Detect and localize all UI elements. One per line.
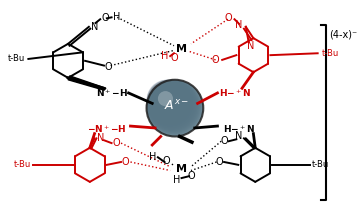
Text: −N$^+$−H: −N$^+$−H: [87, 123, 127, 135]
Text: t-Bu: t-Bu: [321, 49, 339, 58]
Text: H: H: [112, 12, 120, 22]
Text: O: O: [105, 62, 112, 72]
Text: O: O: [101, 13, 109, 23]
Circle shape: [146, 80, 198, 131]
Circle shape: [146, 80, 187, 121]
Circle shape: [146, 80, 192, 125]
Text: N: N: [234, 132, 242, 141]
Circle shape: [146, 80, 193, 126]
Text: O: O: [216, 157, 223, 167]
Circle shape: [158, 91, 173, 106]
Circle shape: [146, 80, 202, 135]
Circle shape: [146, 80, 203, 136]
Text: H−$^+$N: H−$^+$N: [218, 87, 251, 99]
Text: O: O: [187, 171, 195, 181]
Circle shape: [146, 80, 197, 130]
Circle shape: [146, 80, 192, 125]
Circle shape: [146, 80, 193, 126]
Text: M: M: [176, 164, 187, 174]
Circle shape: [146, 80, 197, 130]
Text: O: O: [212, 55, 219, 65]
Text: N: N: [247, 41, 254, 51]
Text: N: N: [97, 133, 105, 143]
Text: N$^+$−H: N$^+$−H: [96, 87, 127, 99]
Text: O: O: [163, 156, 170, 166]
Text: N: N: [91, 22, 98, 32]
Circle shape: [146, 80, 187, 120]
Circle shape: [146, 80, 199, 132]
Text: O: O: [170, 53, 178, 63]
Text: H: H: [150, 152, 157, 162]
Text: H−$^+$N: H−$^+$N: [223, 123, 255, 135]
Circle shape: [146, 80, 190, 123]
Text: $A^{x-}$: $A^{x-}$: [164, 99, 189, 113]
Text: t-Bu: t-Bu: [14, 160, 32, 169]
Circle shape: [146, 80, 189, 122]
Circle shape: [146, 80, 201, 134]
Text: H: H: [173, 175, 180, 185]
Circle shape: [146, 80, 195, 128]
Circle shape: [146, 80, 191, 124]
Circle shape: [146, 80, 203, 136]
Circle shape: [146, 80, 194, 127]
Circle shape: [146, 80, 194, 127]
Text: O: O: [224, 13, 232, 23]
Text: O: O: [112, 138, 120, 148]
Circle shape: [146, 80, 186, 119]
Circle shape: [146, 80, 199, 132]
Text: t-Bu: t-Bu: [8, 54, 25, 63]
Polygon shape: [68, 76, 106, 90]
Circle shape: [146, 80, 189, 122]
Circle shape: [146, 80, 196, 129]
Circle shape: [146, 80, 188, 121]
Circle shape: [146, 80, 198, 131]
Circle shape: [146, 80, 202, 135]
Circle shape: [146, 80, 190, 123]
Text: O: O: [122, 157, 130, 167]
Text: t-Bu: t-Bu: [312, 160, 329, 169]
Text: M: M: [176, 44, 187, 53]
Text: H: H: [161, 51, 168, 61]
Text: O: O: [220, 136, 228, 146]
Text: (4-x)⁻: (4-x)⁻: [329, 30, 357, 40]
Circle shape: [146, 80, 195, 128]
Circle shape: [146, 80, 200, 133]
Circle shape: [146, 80, 200, 134]
Text: N: N: [234, 20, 242, 30]
